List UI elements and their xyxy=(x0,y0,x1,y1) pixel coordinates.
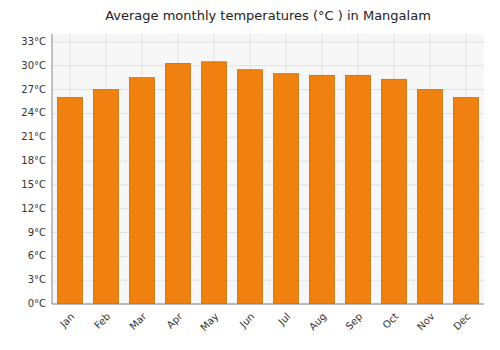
x-tick-labels: Jan Feb Mar Apr May Jun Jul Aug Sep Oct Nov Dec xyxy=(57,310,472,333)
y-tick-label: 33°C xyxy=(21,36,46,47)
y-tick-labels: 0°C 3°C 6°C 9°C 12°C 15°C 18°C 21°C 24°C 27°C 30°C… xyxy=(21,36,46,309)
y-tick-label: 21°C xyxy=(21,131,46,142)
bar xyxy=(165,63,190,304)
x-tick-label: Mar xyxy=(127,310,149,332)
bar xyxy=(309,75,334,304)
bars xyxy=(57,62,478,304)
y-tick-label: 0°C xyxy=(28,298,46,309)
y-tick-label: 24°C xyxy=(21,107,46,118)
bar xyxy=(417,90,442,304)
bar xyxy=(381,79,406,304)
chart: 0°C 3°C 6°C 9°C 12°C 15°C 18°C 21°C 24°C 27°C 30°C… xyxy=(0,0,500,350)
grid-line-y xyxy=(52,41,484,42)
x-tick-label: Oct xyxy=(380,311,400,331)
x-tick-label: Dec xyxy=(451,311,472,332)
y-tick-label: 6°C xyxy=(28,250,46,261)
y-axis-line xyxy=(52,34,53,304)
title: Average monthly temperatures (°C ) in Ma… xyxy=(105,8,431,23)
x-tick-label: Jan xyxy=(57,311,76,330)
y-tick-label: 9°C xyxy=(28,227,46,238)
bar xyxy=(57,98,82,304)
y-tick-label: 18°C xyxy=(21,155,46,166)
y-tick-label: 12°C xyxy=(21,203,46,214)
bar xyxy=(273,74,298,304)
grid-line-y xyxy=(52,304,484,305)
x-tick-label: Apr xyxy=(164,310,185,331)
x-tick-label: Jul xyxy=(275,311,292,328)
bar xyxy=(93,90,118,304)
bar xyxy=(237,70,262,304)
x-tick-label: Aug xyxy=(307,311,329,333)
x-tick-label: Feb xyxy=(92,311,112,331)
grid xyxy=(52,34,484,304)
y-tick-label: 3°C xyxy=(28,274,46,285)
bar xyxy=(453,98,478,304)
y-tick-label: 30°C xyxy=(21,60,46,71)
plot-background xyxy=(52,34,484,304)
x-tick-label: May xyxy=(198,311,220,333)
x-tick-label: Sep xyxy=(343,311,364,332)
bar xyxy=(129,78,154,304)
x-tick-label: Jun xyxy=(237,311,257,331)
bar xyxy=(345,75,370,304)
x-axis-line xyxy=(52,304,484,305)
x-tick-label: Nov xyxy=(415,311,437,333)
y-tick-label: 27°C xyxy=(21,84,46,95)
y-tick-label: 15°C xyxy=(21,179,46,190)
grid-line-y xyxy=(52,65,484,66)
bar xyxy=(201,62,226,304)
chart-container: 0°C 3°C 6°C 9°C 12°C 15°C 18°C 21°C 24°C 27°C 30°C… xyxy=(0,0,500,350)
